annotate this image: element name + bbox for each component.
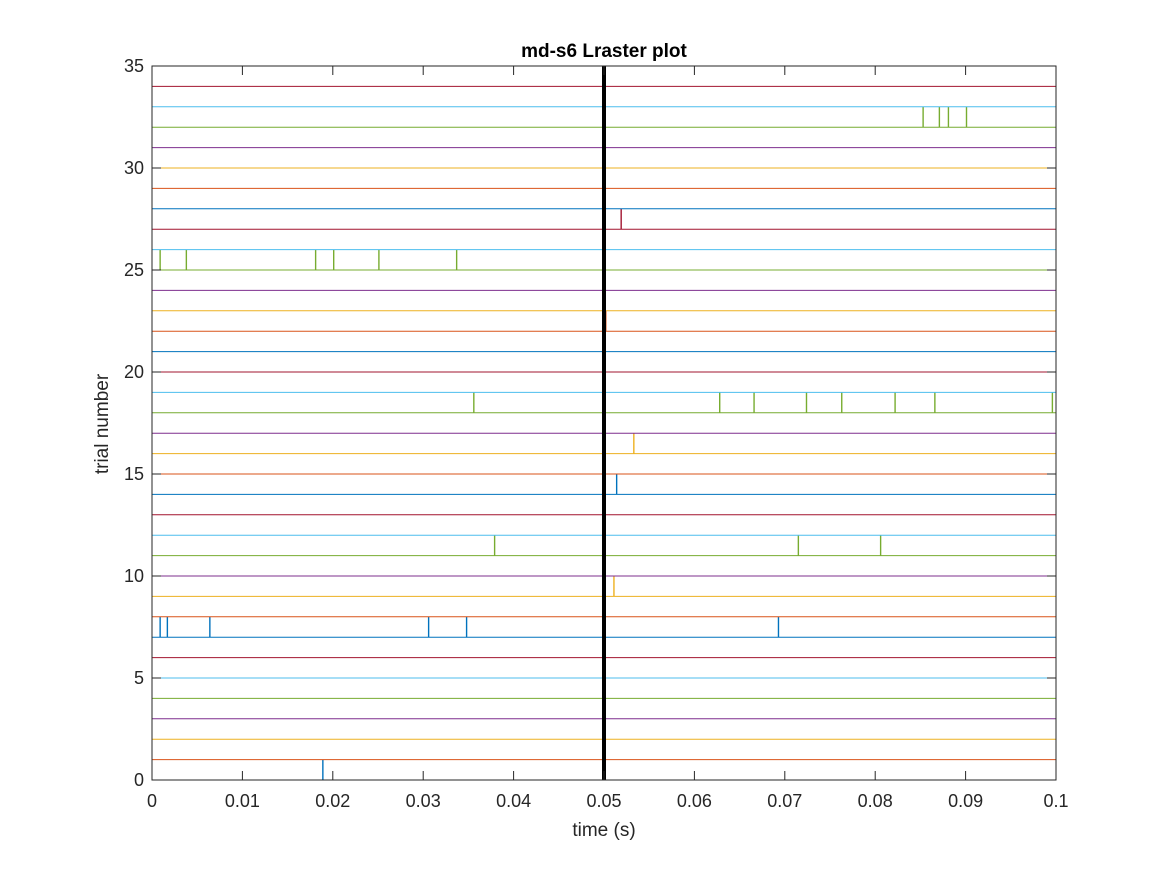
- y-tick-label: 5: [134, 668, 144, 688]
- y-axis-label: trial number: [92, 373, 113, 474]
- chart-title: md-s6 Lraster plot: [521, 41, 687, 62]
- y-tick-label: 0: [134, 770, 144, 790]
- axes: 0 0.01 0.02 0.03 0.04 0.05 0.06 0.07 0.08 0.09 0.1…: [124, 56, 1069, 811]
- x-tick-label: 0.1: [1043, 791, 1068, 811]
- x-tick-label: 0: [147, 791, 157, 811]
- x-tick-label: 0.06: [677, 791, 712, 811]
- x-axis-label: time (s): [572, 820, 635, 841]
- y-tick-label: 10: [124, 566, 144, 586]
- x-tick-label: 0.09: [948, 791, 983, 811]
- x-tick-label: 0.01: [225, 791, 260, 811]
- x-tick-label: 0.04: [496, 791, 531, 811]
- y-tick-label: 35: [124, 56, 144, 76]
- x-tick-label: 0.05: [586, 791, 621, 811]
- y-tick-label: 30: [124, 158, 144, 178]
- y-tick-label: 25: [124, 260, 144, 280]
- y-tick-label: 15: [124, 464, 144, 484]
- x-tick-label: 0.08: [858, 791, 893, 811]
- plot-area: [152, 66, 1056, 781]
- x-tick-label: 0.03: [406, 791, 441, 811]
- x-tick-label: 0.07: [767, 791, 802, 811]
- y-tick-label: 20: [124, 362, 144, 382]
- x-tick-label: 0.02: [315, 791, 350, 811]
